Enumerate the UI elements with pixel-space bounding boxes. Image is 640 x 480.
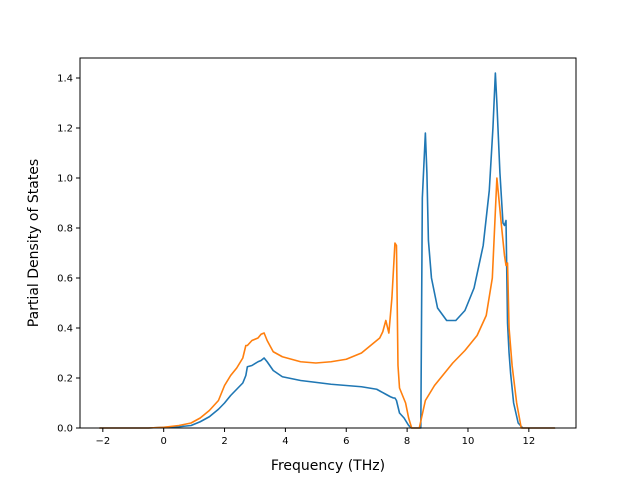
plot-frame <box>79 57 577 429</box>
series-line-1 <box>98 72 556 429</box>
x-tick-label: 6 <box>343 436 349 447</box>
x-axis-ticks: −2 0 2 4 6 8 10 12 <box>95 428 535 447</box>
series-layer <box>98 72 556 429</box>
y-tick-label: 0.6 <box>57 274 73 285</box>
y-axis-ticks: 0.0 0.2 0.4 0.6 0.8 1.0 1.2 1.4 <box>57 74 80 435</box>
series-line-2 <box>98 177 556 429</box>
y-tick-label: 1.4 <box>57 74 73 85</box>
x-tick-label: 12 <box>522 436 535 447</box>
y-tick-label: 0.4 <box>57 324 73 335</box>
plot-area <box>80 58 576 428</box>
x-axis-label: Frequency (THz) <box>271 458 385 474</box>
y-tick-label: 1.0 <box>57 174 73 185</box>
y-tick-label: 1.2 <box>57 124 73 135</box>
x-tick-label: 8 <box>404 436 410 447</box>
x-tick-label: 2 <box>221 436 227 447</box>
x-tick-label: 0 <box>160 436 166 447</box>
y-axis-label: Partial Density of States <box>26 159 42 327</box>
y-tick-label: 0.8 <box>57 224 73 235</box>
x-tick-label: 4 <box>282 436 288 447</box>
y-tick-label: 0.2 <box>57 374 73 385</box>
y-tick-label: 0.0 <box>57 424 73 435</box>
x-tick-label: −2 <box>95 436 110 447</box>
x-tick-label: 10 <box>462 436 475 447</box>
